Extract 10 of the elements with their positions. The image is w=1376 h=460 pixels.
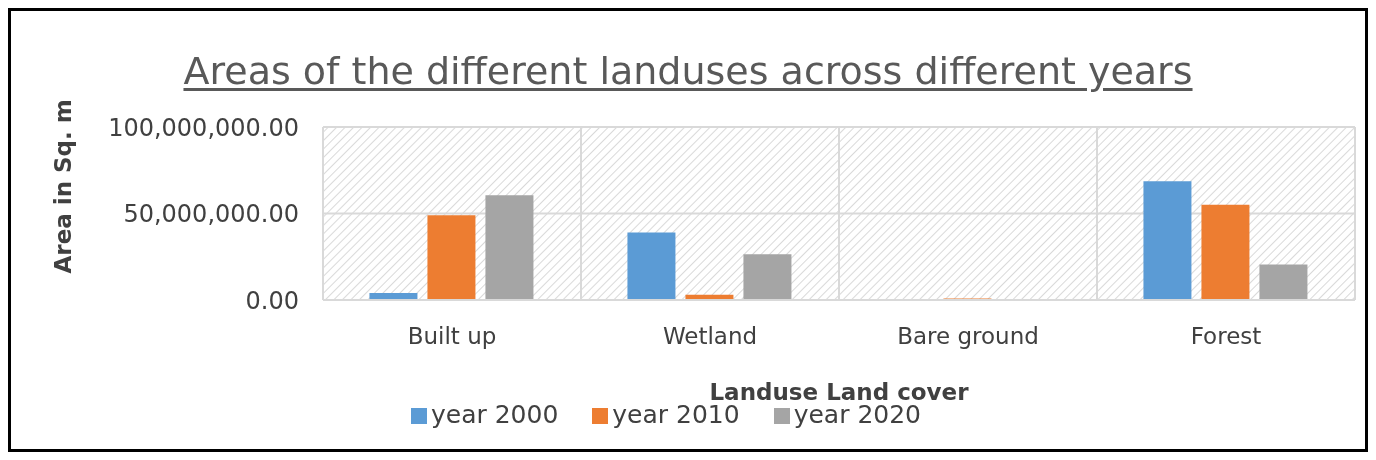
y-axis-title: Area in Sq. m	[50, 99, 77, 274]
chart-title: Areas of the different landuses across different years	[182, 49, 1194, 93]
x-tick-label: Wetland	[662, 323, 758, 350]
x-tick-label: Forest	[1190, 323, 1262, 350]
x-tick-label: Built up	[407, 323, 497, 350]
y-tick-label: 50,000,000.00	[123, 200, 299, 229]
legend-label: year 2000	[430, 400, 559, 429]
y-tick-label: 0.00	[245, 286, 299, 315]
y-tick-label: 100,000,000.00	[108, 113, 299, 142]
x-tick-label: Bare ground	[897, 323, 1039, 350]
